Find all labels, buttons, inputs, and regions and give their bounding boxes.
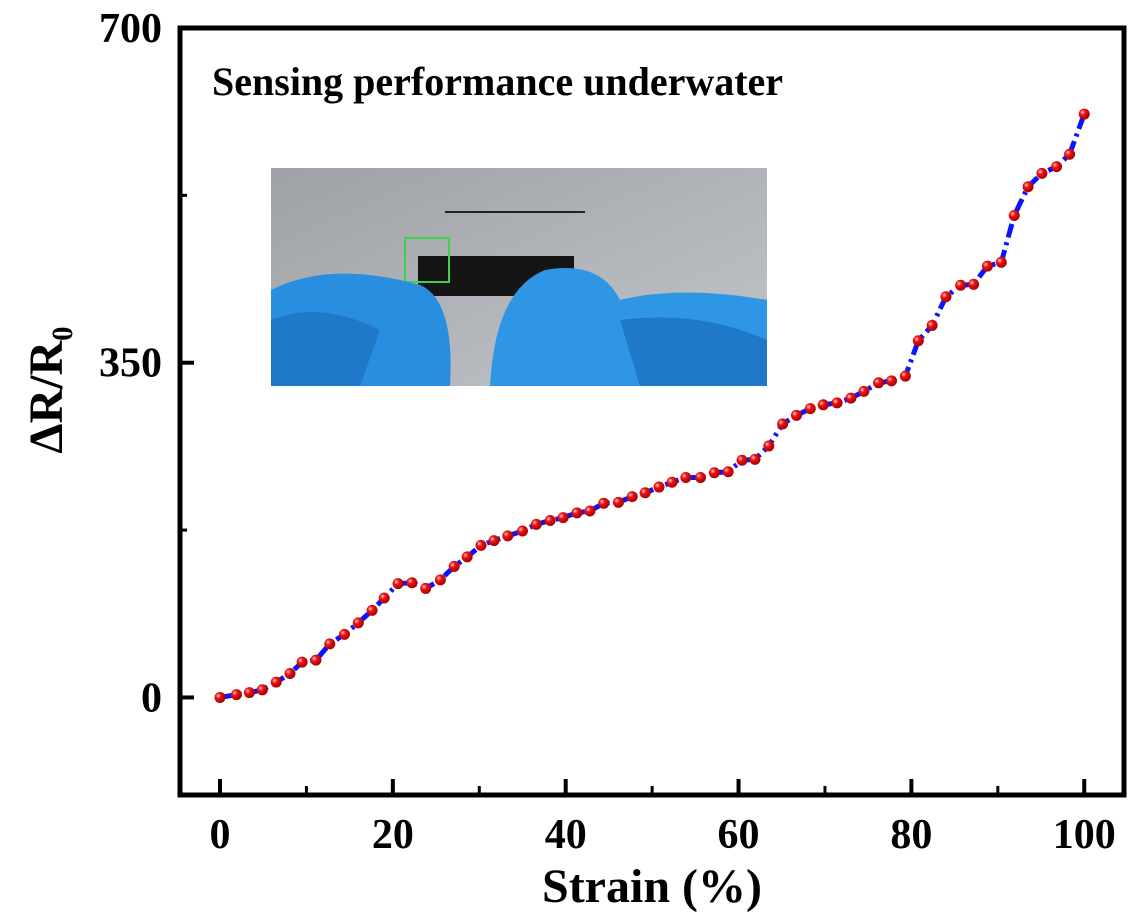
data-point <box>873 377 885 389</box>
data-point <box>912 335 924 347</box>
data-point <box>626 491 638 503</box>
data-point <box>736 454 748 466</box>
data-point <box>571 507 583 519</box>
data-point <box>831 397 843 409</box>
data-point <box>475 539 487 551</box>
x-axis-label: Strain (%) <box>542 860 762 913</box>
x-tick-label: 60 <box>718 812 760 858</box>
annotation: Sensing performance underwater <box>212 59 783 104</box>
data-point <box>777 418 789 430</box>
data-point <box>763 440 775 452</box>
x-tick-label: 0 <box>210 812 231 858</box>
data-point <box>598 497 610 509</box>
data-point <box>366 604 378 616</box>
x-tick-label: 20 <box>372 812 414 858</box>
data-point <box>584 505 596 517</box>
data-point <box>338 628 350 640</box>
x-tick-label: 40 <box>545 812 587 858</box>
data-point <box>243 687 255 699</box>
data-point <box>270 676 282 688</box>
data-point <box>1051 161 1063 173</box>
data-point <box>557 512 569 524</box>
data-point <box>639 487 651 499</box>
data-point <box>1036 167 1048 179</box>
data-point <box>1078 108 1090 120</box>
data-point <box>296 656 308 668</box>
data-point <box>420 582 432 594</box>
y-tick-label: 350 <box>99 341 162 387</box>
data-point <box>995 256 1007 268</box>
y-axis-label: ΔR/R₀ <box>20 326 73 453</box>
data-point <box>310 654 322 666</box>
data-point <box>230 689 242 701</box>
data-point <box>324 638 336 650</box>
x-tick-label: 80 <box>890 812 932 858</box>
data-point <box>530 518 542 530</box>
data-point <box>817 399 829 411</box>
data-point <box>955 279 967 291</box>
data-point <box>749 453 761 465</box>
data-point <box>378 592 390 604</box>
data-point <box>488 535 500 547</box>
data-point <box>1022 181 1034 193</box>
data-point <box>858 385 870 397</box>
data-point <box>406 577 418 589</box>
data-line <box>219 113 1087 700</box>
data-point <box>708 467 720 479</box>
data-point <box>940 291 952 303</box>
data-point <box>352 617 364 629</box>
data-point <box>899 370 911 382</box>
data-point <box>968 278 980 290</box>
data-point <box>722 466 734 478</box>
data-point <box>516 525 528 537</box>
y-tick-label: 0 <box>141 675 162 721</box>
data-point <box>214 691 226 703</box>
data-point <box>845 392 857 404</box>
data-point <box>434 574 446 586</box>
inset-photo <box>271 168 767 386</box>
data-point <box>926 319 938 331</box>
data-point <box>695 471 707 483</box>
data-point <box>804 403 816 415</box>
data-point <box>666 476 678 488</box>
data-point <box>612 496 624 508</box>
data-point <box>1008 209 1020 221</box>
data-point <box>461 551 473 563</box>
data-point <box>544 515 556 527</box>
data-point <box>790 409 802 421</box>
data-point <box>284 668 296 680</box>
data-point <box>448 560 460 572</box>
data-point <box>1064 148 1076 160</box>
data-point <box>680 471 692 483</box>
data-point <box>502 530 514 542</box>
data-point <box>256 684 268 696</box>
data-point <box>886 375 898 387</box>
data-point <box>392 578 404 590</box>
y-tick-label: 700 <box>99 6 162 52</box>
plot-frame <box>177 25 1127 798</box>
data-point <box>981 260 993 272</box>
data-point <box>653 481 665 493</box>
x-tick-label: 100 <box>1053 812 1116 858</box>
